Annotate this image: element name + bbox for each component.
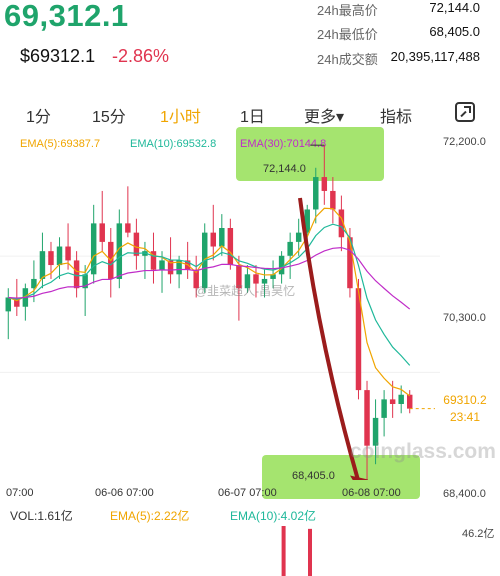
tab-indicators[interactable]: 指标	[380, 109, 413, 126]
candle-body	[150, 251, 157, 270]
author-watermark: @韭菜超人-昌昊忆	[195, 284, 296, 298]
candle-body	[227, 228, 234, 266]
candle-body	[381, 399, 387, 418]
candle-body	[167, 260, 174, 275]
highlight-max	[236, 127, 384, 181]
candle-body	[236, 265, 242, 289]
candle-body	[116, 223, 123, 279]
tab-1d[interactable]: 1日	[240, 109, 265, 126]
candle-body	[304, 209, 310, 233]
max-price-label: 72,144.0	[263, 163, 306, 175]
volume-bar	[281, 526, 286, 576]
x-tick-3: 06-08 07:00	[342, 487, 401, 499]
x-tick-0: 07:00	[6, 487, 34, 499]
ema5-line	[8, 207, 411, 397]
candle-body	[287, 241, 293, 256]
candle-body	[389, 399, 396, 404]
candle-body	[73, 260, 80, 289]
expand-icon[interactable]	[455, 102, 475, 122]
candle-body	[39, 251, 46, 279]
candle-body	[219, 228, 225, 247]
candle-body	[56, 246, 63, 266]
candle-body	[82, 274, 88, 289]
ema10-label: EMA(10):69532.8	[130, 138, 217, 150]
stat-label-low: 24h最低价	[317, 27, 378, 42]
candle-body	[14, 297, 20, 307]
candle-body	[295, 232, 302, 242]
candle-body	[347, 237, 353, 289]
candle-body	[244, 274, 251, 289]
volume-ema10-label: EMA(10):4.02亿	[230, 509, 317, 523]
candle-body	[406, 394, 413, 409]
down-arrow-annotation	[298, 197, 361, 480]
stat-label-turnover: 24h成交额	[317, 52, 378, 67]
candle-body	[355, 288, 362, 391]
volume-y-max: 46.2亿	[462, 528, 495, 540]
candle-body	[270, 274, 276, 279]
stat-value-high: 72,144.0	[429, 0, 480, 15]
candle-body	[313, 177, 319, 210]
min-price-label: 68,405.0	[292, 470, 335, 482]
volume-bar	[308, 528, 312, 576]
arrow-head	[350, 475, 369, 480]
candle-body	[90, 223, 97, 275]
candle-body	[31, 278, 37, 289]
candle-body	[253, 274, 259, 284]
stat-value-turnover: 20,395,117,488	[390, 49, 480, 64]
tab-15m[interactable]: 15分	[92, 109, 126, 126]
tab-1h[interactable]: 1小时	[160, 109, 201, 126]
candle-body	[338, 209, 345, 238]
ema30-line	[8, 246, 411, 310]
stat-label-high: 24h最高价	[317, 3, 378, 18]
y-tick-high: 72,200.0	[443, 136, 486, 148]
ema30-label: EMA(30):70144.8	[240, 138, 327, 150]
ema5-label: EMA(5):69387.7	[20, 138, 101, 150]
y-tick-mid: 70,300.0	[443, 312, 486, 324]
ema10-line	[8, 223, 411, 366]
site-watermark: coinglass.com	[350, 440, 496, 463]
candles	[5, 145, 413, 480]
candle-body	[261, 278, 268, 284]
candle-body	[278, 255, 285, 275]
volume-chart	[281, 526, 312, 576]
candle-body	[65, 246, 71, 261]
candlestick-chart[interactable]	[0, 130, 440, 480]
candle-body	[125, 223, 131, 233]
candle-body	[159, 260, 165, 270]
chart-grid	[0, 255, 440, 373]
candle-body	[133, 232, 140, 256]
price-change: -2.86%	[112, 46, 170, 66]
volume-label: VOL:1.61亿	[10, 509, 73, 523]
stat-value-low: 68,405.0	[429, 24, 480, 39]
candle-body	[372, 417, 379, 446]
volume-ema5-label: EMA(5):2.22亿	[110, 509, 190, 523]
current-price-tag: 69310.2 23:41	[435, 392, 495, 428]
candle-body	[193, 269, 199, 289]
x-tick-2: 06-07 07:00	[218, 487, 277, 499]
candle-body	[330, 190, 336, 210]
candle-body	[48, 251, 54, 266]
tab-more[interactable]: 更多▾	[304, 109, 345, 126]
candle-body	[176, 260, 182, 275]
current-price-value: 69310.2	[443, 393, 487, 407]
candle-body	[364, 390, 370, 446]
y-tick-low: 68,400.0	[443, 488, 486, 500]
fiat-price: $69312.1	[20, 46, 96, 66]
candle-body	[398, 394, 404, 404]
candle-countdown: 23:41	[449, 410, 481, 424]
candle-body	[210, 232, 217, 247]
candle-body	[321, 177, 328, 191]
last-price: 69,312.1	[4, 0, 129, 33]
x-tick-1: 06-06 07:00	[95, 487, 154, 499]
highlight-min	[262, 455, 420, 499]
tab-1m[interactable]: 1分	[26, 109, 51, 126]
candle-body	[99, 223, 105, 242]
candle-body	[5, 297, 12, 312]
